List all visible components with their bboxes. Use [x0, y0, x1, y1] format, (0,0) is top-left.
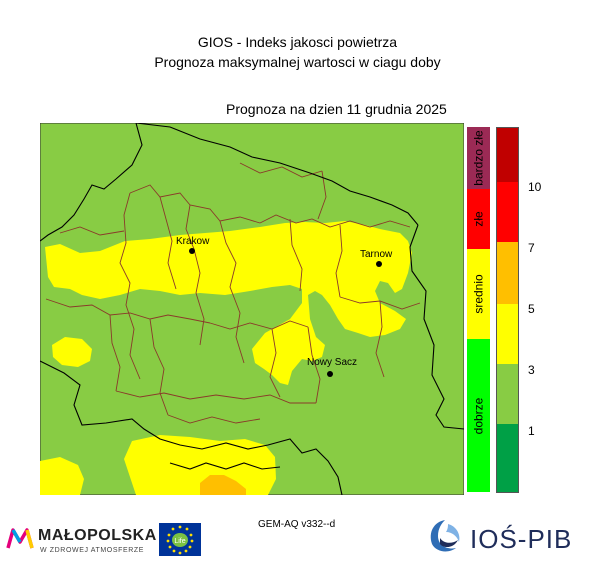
city-dot-tarnow [376, 261, 382, 267]
legend-label: srednio [471, 274, 486, 314]
forecast-date: Prognoza na dzien 11 grudnia 2025 [226, 101, 447, 117]
color-scale [496, 127, 519, 493]
city-label-krakow: Krakow [176, 236, 210, 247]
scale-segment [497, 364, 518, 424]
malopolska-tagline: W ZDROWEJ ATMOSFERZE [40, 547, 145, 554]
scale-segment [497, 304, 518, 364]
legend-category-zle: złe [467, 189, 490, 249]
legend-label: dobrze [471, 397, 486, 434]
map-background [40, 123, 464, 495]
eu-life-logo: Life [159, 523, 201, 556]
scale-tick: 7 [528, 241, 535, 255]
chart-title: GIOS - Indeks jakosci powietrza [197, 34, 398, 50]
eu-stars-icon [166, 525, 194, 555]
county-borders [45, 162, 421, 424]
legend-category-srednio: srednio [467, 249, 490, 339]
scale-tick: 5 [528, 302, 535, 316]
scale-tick: 3 [528, 363, 535, 377]
legend-category-dobrze: dobrze [467, 339, 490, 492]
scale-segment [497, 128, 518, 182]
moderate-region-east [340, 299, 378, 331]
eu-life-text: Life [174, 538, 185, 545]
malopolska-name: MAŁOPOLSKA [38, 527, 157, 544]
scale-segment [497, 242, 518, 304]
scale-tick: 10 [528, 180, 542, 194]
moderate-region-central [45, 221, 412, 385]
malopolska-mark-icon [6, 528, 34, 549]
ios-pib-logo: IOŚ-PIB [426, 518, 586, 558]
scale-segment [497, 424, 518, 492]
city-dot-krakow [189, 248, 195, 254]
legend-category-bardzo-zle: bardzo złe [467, 127, 490, 189]
ios-pib-name: IOŚ-PIB [470, 524, 573, 554]
city-markers [189, 248, 382, 377]
legend-label: złe [471, 211, 486, 227]
scale-tick: 1 [528, 424, 535, 438]
model-version: GEM-AQ v332--d [258, 519, 336, 530]
chart-subtitle: Prognoza maksymalnej wartosci w ciagu do… [154, 54, 441, 70]
legend-label: bardzo złe [471, 130, 486, 186]
ios-pib-mark-icon [430, 520, 460, 552]
forecast-map: Krakow Tarnow Nowy Sacz [40, 123, 464, 495]
moderate-region-west [52, 337, 92, 367]
moderate-region-edge [40, 457, 84, 495]
city-label-tarnow: Tarnow [360, 249, 393, 260]
voivodeship-borders [40, 123, 464, 495]
elevated-region [200, 475, 246, 495]
scale-segment [497, 182, 518, 242]
city-dot-nowy-sacz [327, 371, 333, 377]
malopolska-logo: MAŁOPOLSKA W ZDROWEJ ATMOSFERZE [6, 524, 156, 560]
city-label-nowy-sacz: Nowy Sacz [307, 357, 357, 368]
